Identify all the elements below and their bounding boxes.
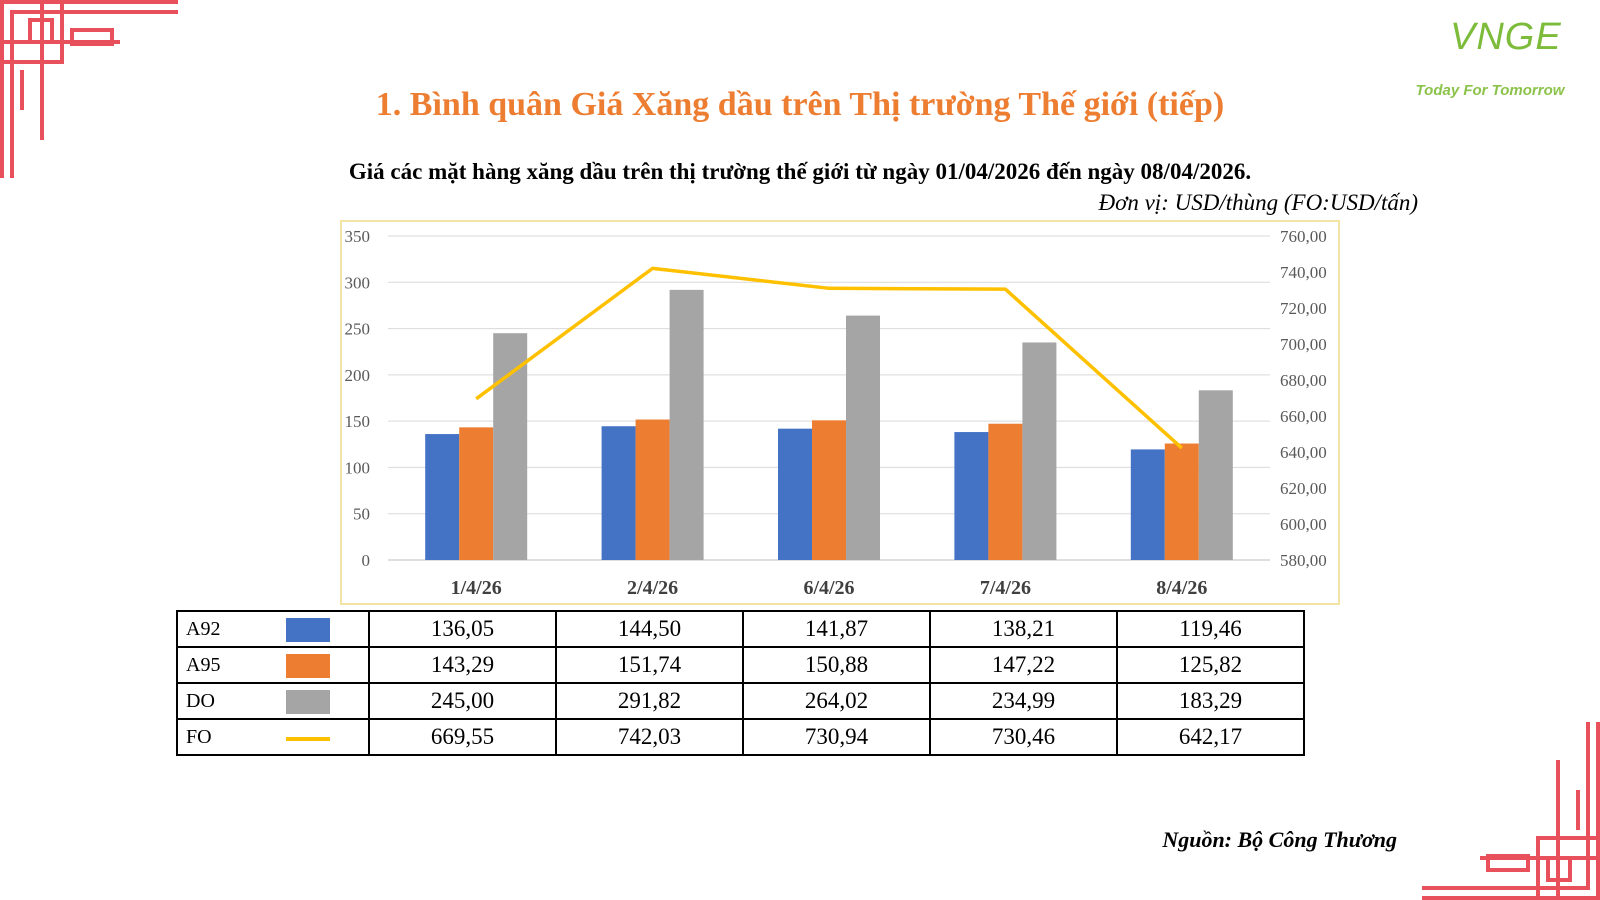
legend-swatch: [286, 690, 330, 715]
bar-a95: [459, 427, 494, 560]
x-tick-label: 7/4/26: [980, 577, 1031, 599]
x-tick-label: 2/4/26: [627, 577, 678, 599]
combo-chart: 0 50 100 150 200 250 300 350 580,00 600,00 620,00 6…: [340, 220, 1340, 605]
bar-a95: [988, 423, 1023, 560]
legend-key-cell: [286, 610, 370, 648]
data-table: A92 136,05 144,50 141,87 138,21 119,46 A95 143,…: [176, 610, 1305, 756]
table-value: 730,46: [929, 718, 1118, 756]
bar-a92: [1130, 449, 1165, 560]
legend-swatch: [286, 618, 330, 643]
decorative-corner-bottom-right: [1422, 722, 1600, 900]
page-title: 1. Bình quân Giá Xăng dầu trên Thị trườn…: [375, 86, 1225, 123]
chart-title: Giá các mặt hàng xăng dầu trên thị trườn…: [348, 159, 1252, 184]
bar-a92: [425, 434, 460, 560]
bar-do: [1022, 342, 1057, 560]
y-right-tick-label: 660,00: [1280, 407, 1327, 426]
series-label: A95: [176, 646, 286, 684]
table-value: 138,21: [929, 610, 1118, 648]
bar-a95: [1164, 443, 1199, 560]
y-right-tick-label: 760,00: [1280, 227, 1327, 246]
table-value: 136,05: [368, 610, 557, 648]
bar-do: [846, 315, 880, 560]
vnge-logo: VNGE Today For Tomorrow: [1395, 16, 1585, 106]
legend-key-cell: [286, 718, 370, 756]
table-value: 291,82: [555, 682, 744, 720]
bar-a95: [635, 419, 670, 560]
bar-do: [493, 333, 528, 560]
legend-swatch: [286, 736, 330, 741]
bar-do: [1198, 390, 1233, 560]
bar-a92: [601, 426, 636, 560]
y-left-tick-label: 50: [353, 505, 370, 524]
y-left-tick-label: 350: [345, 227, 371, 246]
x-tick-label: 6/4/26: [803, 577, 854, 599]
table-value: 234,99: [929, 682, 1118, 720]
decorative-corner-top-left: [0, 0, 178, 178]
table-row: A95 143,29 151,74 150,88 147,22 125,82: [176, 646, 1305, 684]
y-right-tick-label: 580,00: [1280, 551, 1327, 570]
y-right-tick-label: 680,00: [1280, 371, 1327, 390]
y-left-tick-label: 300: [345, 273, 371, 292]
legend-key-cell: [286, 682, 370, 720]
table-value: 150,88: [742, 646, 931, 684]
bar-do: [669, 289, 704, 560]
table-value: 669,55: [368, 718, 557, 756]
source-note: Nguồn: Bộ Công Thương: [1162, 827, 1397, 852]
table-value: 183,29: [1116, 682, 1305, 720]
series-label: A92: [176, 610, 286, 648]
table-value: 143,29: [368, 646, 557, 684]
legend-swatch: [286, 654, 330, 679]
series-label: DO: [176, 682, 286, 720]
y-left-tick-label: 200: [345, 366, 371, 385]
table-value: 125,82: [1116, 646, 1305, 684]
table-row: A92 136,05 144,50 141,87 138,21 119,46: [176, 610, 1305, 648]
legend-key-cell: [286, 646, 370, 684]
series-label: FO: [176, 718, 286, 756]
table-row: DO 245,00 291,82 264,02 234,99 183,29: [176, 682, 1305, 720]
bar-a92: [778, 428, 812, 560]
table-value: 147,22: [929, 646, 1118, 684]
table-value: 742,03: [555, 718, 744, 756]
table-value: 151,74: [555, 646, 744, 684]
y-left-tick-label: 150: [345, 412, 371, 431]
logo-tagline: Today For Tomorrow: [1415, 82, 1565, 99]
y-left-tick-label: 0: [362, 551, 371, 570]
y-left-tick-label: 100: [345, 458, 371, 477]
y-right-tick-label: 700,00: [1280, 335, 1327, 354]
y-left-tick-label: 250: [345, 320, 371, 339]
y-right-tick-label: 620,00: [1280, 479, 1327, 498]
table-value: 264,02: [742, 682, 931, 720]
table-value: 119,46: [1116, 610, 1305, 648]
y-right-tick-label: 640,00: [1280, 443, 1327, 462]
y-right-tick-label: 600,00: [1280, 515, 1327, 534]
table-value: 141,87: [742, 610, 931, 648]
x-tick-label: 8/4/26: [1156, 577, 1207, 599]
table-value: 245,00: [368, 682, 557, 720]
table-row: FO 669,55 742,03 730,94 730,46 642,17: [176, 718, 1305, 756]
table-value: 144,50: [555, 610, 744, 648]
y-right-tick-label: 740,00: [1280, 263, 1327, 282]
bar-a92: [954, 432, 989, 560]
logo-mark: VNGE: [1450, 16, 1562, 58]
unit-note: Đơn vị: USD/thùng (FO:USD/tấn): [1098, 190, 1418, 215]
x-tick-label: 1/4/26: [451, 577, 502, 599]
line-fo: [475, 266, 1183, 450]
table-value: 642,17: [1116, 718, 1305, 756]
table-value: 730,94: [742, 718, 931, 756]
y-right-tick-label: 720,00: [1280, 299, 1327, 318]
bar-a95: [812, 420, 846, 560]
